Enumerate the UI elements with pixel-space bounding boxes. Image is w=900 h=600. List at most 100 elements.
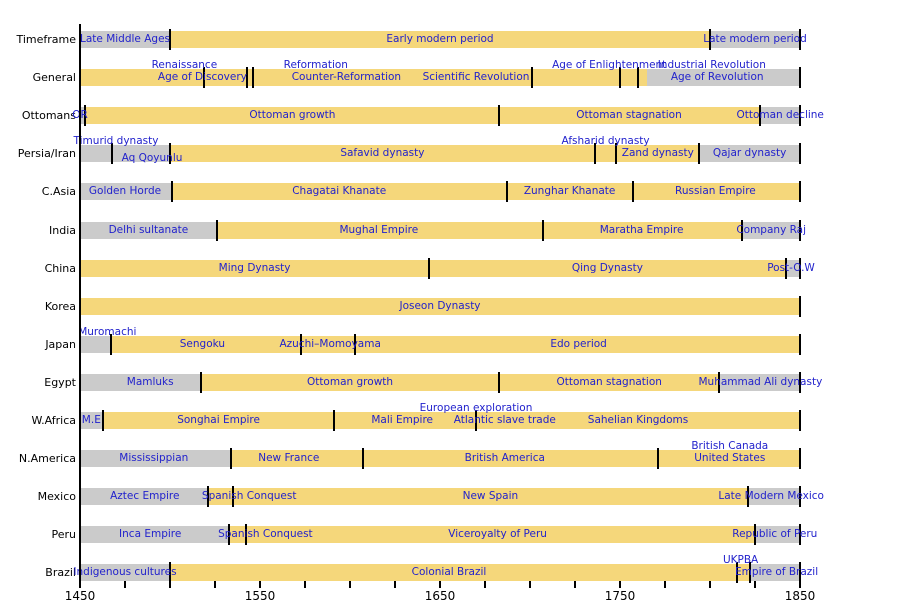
period-label-azuchi-momoyama: Azuchi–Momoyama [279,337,381,350]
period-label-european-exploration: European exploration [419,402,533,414]
brazil-tick-1500 [169,562,171,584]
brazil-segment-3 [749,564,800,582]
w-africa-tick-1670 [475,410,477,431]
row-label-india: India [49,223,76,237]
x-axis-tick-1550 [259,581,261,589]
period-label-sahelian-kingdoms: Sahelian Kingdoms [587,414,689,426]
c-asia-segment-2 [506,183,633,201]
x-axis-tick-1575 [304,581,306,589]
timeframe-tick-1500 [169,29,171,50]
x-axis-tick-1800 [709,581,711,589]
period-label-post-o-w: Post-O.W [767,261,815,274]
persia-iran-tick-1850 [799,143,801,165]
brazil-segment-1 [170,564,737,582]
persia-iran-segment-3 [616,145,700,163]
c-asia-segment-0 [80,183,172,201]
period-label-mali-empire: Mali Empire [371,414,434,426]
c-asia-tick-1757 [631,181,634,203]
timeframe-tick-1850 [799,29,801,50]
india-tick-1818 [741,219,744,241]
general-tick-1760 [637,67,639,89]
period-label-reformation: Reformation [283,59,348,72]
brazil-segment-0 [80,564,170,582]
x-axis-label-1750: 1750 [604,589,636,600]
row-label-japan: Japan [45,337,76,351]
x-axis-tick-1700 [529,581,531,589]
general-tick-1750 [619,67,621,89]
period-label-edo-period: Edo period [550,337,607,350]
japan-tick-1603 [354,333,357,355]
mexico-segment-3 [747,488,800,506]
brazil-segment-2 [737,564,750,582]
period-label-m-e: M.E [81,414,101,426]
row-label-korea: Korea [44,299,76,313]
row-label-n-america: N.America [18,452,76,466]
general-tick-1543 [246,67,249,89]
period-label-russian-empire: Russian Empire [675,185,756,198]
period-label-mississippian: Mississippian [119,452,189,465]
x-axis-tick-1850 [799,581,801,589]
period-label-ottoman-growth: Ottoman growth [306,375,394,388]
period-label-qing-dynasty: Qing Dynasty [571,261,643,274]
period-label-renaissance: Renaissance [151,59,218,72]
x-axis-label-1550: 1550 [244,589,276,600]
n-america-tick-1850 [799,448,801,470]
period-label-maratha-empire: Maratha Empire [599,223,684,236]
peru-tick-1850 [799,524,801,546]
n-america-tick-1771 [656,448,659,470]
row-label-general: General [32,71,76,85]
peru-tick-1542 [244,524,247,546]
c-asia-tick-1850 [799,181,801,203]
period-label-late-middle-ages: Late Middle Ages [80,33,170,45]
period-label-zunghar-khanate: Zunghar Khanate [523,185,616,198]
x-axis-tick-1675 [484,581,486,589]
period-label-ottoman-decline: Ottoman decline [736,109,824,122]
india-tick-1850 [799,219,801,241]
timeframe-segment-1 [170,31,710,48]
persia-iran-tick-1736 [593,143,596,165]
row-label-c-asia: C.Asia [41,185,76,199]
china-segment-1 [429,259,786,277]
timeframe-segment-2 [710,31,800,48]
period-label-zand-dynasty: Zand dynasty [621,147,694,160]
egypt-tick-1683 [498,371,501,393]
x-axis-tick-1625 [394,581,396,589]
period-label-sengoku: Sengoku [179,337,226,350]
x-axis-tick-1450 [79,581,81,589]
egypt-tick-1805 [718,371,720,393]
period-label-ottoman-growth: Ottoman growth [249,109,336,122]
china-tick-1842 [784,257,787,279]
x-axis-tick-1775 [664,581,666,589]
japan-tick-1573 [300,333,303,355]
c-asia-segment-3 [632,183,800,201]
mexico-tick-1535 [232,486,234,508]
period-label-muromachi: Muromachi [78,325,137,338]
mexico-segment-0 [80,488,208,506]
general-segment-1 [647,69,800,87]
general-tick-1519 [203,67,206,89]
ottomans-segment-2 [499,107,761,125]
persia-iran-tick-1748 [615,143,618,165]
n-america-segment-2 [362,450,658,468]
period-label-ottoman-stagnation: Ottoman stagnation [576,109,682,122]
general-tick-1850 [799,67,801,89]
india-segment-3 [742,221,800,239]
egypt-segment-1 [200,373,500,391]
period-label-empire-of-brazil: Empire of Brazil [735,566,819,579]
japan-segment-0 [80,335,111,353]
japan-segment-1 [110,335,302,353]
x-axis-tick-1500 [169,581,171,589]
general-tick-1701 [530,67,533,89]
period-label-ottoman-stagnation: Ottoman stagnation [556,375,662,388]
egypt-tick-1517 [199,371,202,393]
row-label-brazil: Brazil [45,566,76,580]
egypt-tick-1850 [799,371,801,393]
w-africa-tick-1850 [799,410,801,431]
row-label-mexico: Mexico [37,490,76,504]
period-label-british-canada: British Canada [691,440,769,453]
w-africa-segment-0 [80,412,104,429]
period-label-mughal-empire: Mughal Empire [339,223,419,236]
x-axis-tick-1725 [574,581,576,589]
period-label-timurid-dynasty: Timurid dynasty [73,135,159,148]
